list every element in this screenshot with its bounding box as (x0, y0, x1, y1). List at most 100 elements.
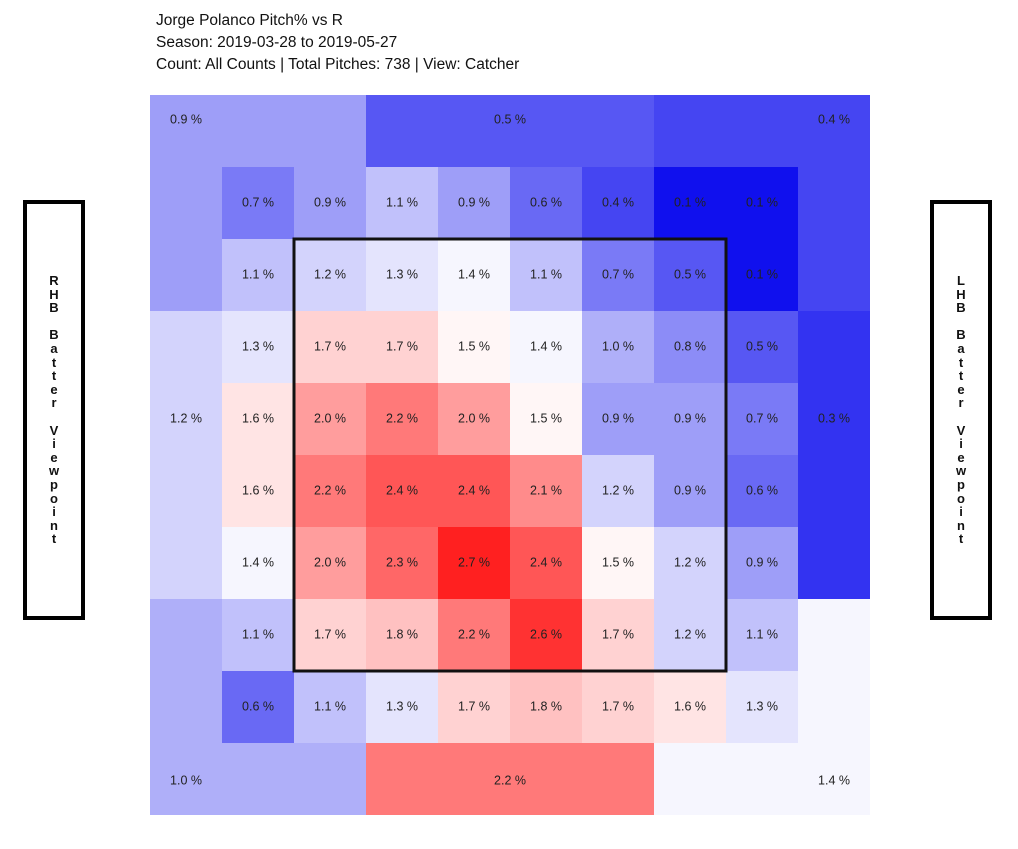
zone-cell-label: 1.1 % (242, 627, 274, 641)
zone-cell-label: 1.7 % (602, 699, 634, 713)
zone-cell (726, 167, 798, 239)
zone-cell (294, 167, 366, 239)
rhb-viewpoint-label: R H B B a t t e r V i e w p o i n t (48, 273, 60, 547)
zone-cell (654, 167, 726, 239)
outer-right-middle-label: 0.3 % (818, 411, 850, 425)
outer-left-middle-region (150, 311, 222, 599)
zone-cell (726, 527, 798, 599)
zone-cell-label: 1.0 % (602, 339, 634, 353)
zone-cell (222, 239, 294, 311)
zone-cell (726, 455, 798, 527)
zone-cell-label: 0.7 % (746, 411, 778, 425)
zone-cell-label: 0.6 % (242, 699, 274, 713)
zone-cell-label: 1.2 % (602, 483, 634, 497)
zone-cell (510, 383, 582, 455)
outer-bottom-middle-region (366, 743, 654, 815)
zone-cell-label: 0.9 % (746, 555, 778, 569)
zone-cell (222, 671, 294, 743)
zone-cell-label: 0.6 % (530, 195, 562, 209)
zone-cell (438, 599, 510, 671)
zone-cell (654, 527, 726, 599)
lhb-viewpoint-label: L H B B a t t e r V i e w p o i n t (955, 273, 967, 547)
zone-cell (510, 527, 582, 599)
zone-cell-label: 1.3 % (746, 699, 778, 713)
zone-cell (438, 167, 510, 239)
zone-cell (510, 455, 582, 527)
zone-cell (510, 311, 582, 383)
zone-cell-label: 1.7 % (314, 339, 346, 353)
zone-cell-label: 1.4 % (458, 267, 490, 281)
outer-left-middle-label: 1.2 % (170, 411, 202, 425)
zone-cell (654, 671, 726, 743)
zone-cell (366, 239, 438, 311)
zone-cell-label: 2.1 % (530, 483, 562, 497)
zone-cell (366, 527, 438, 599)
outer-top-middle-region (366, 95, 654, 167)
zone-cell-label: 2.0 % (314, 411, 346, 425)
zone-cell (726, 239, 798, 311)
zone-cell-label: 1.1 % (746, 627, 778, 641)
zone-cell (654, 239, 726, 311)
zone-cell (366, 455, 438, 527)
zone-cell-label: 1.3 % (386, 267, 418, 281)
zone-cell-label: 0.5 % (746, 339, 778, 353)
zone-cell-label: 0.4 % (602, 195, 634, 209)
zone-cell (438, 455, 510, 527)
lhb-viewpoint-box: L H B B a t t e r V i e w p o i n t (930, 200, 992, 620)
zone-cell (294, 671, 366, 743)
zone-cell-label: 1.4 % (530, 339, 562, 353)
zone-cell (438, 671, 510, 743)
season-range: Season: 2019-03-28 to 2019-05-27 (156, 34, 398, 51)
zone-cell-label: 2.3 % (386, 555, 418, 569)
zone-cell-label: 1.2 % (674, 627, 706, 641)
zone-cell-label: 1.1 % (314, 699, 346, 713)
zone-cell (582, 383, 654, 455)
zone-cell-label: 2.2 % (314, 483, 346, 497)
zone-cell-label: 0.6 % (746, 483, 778, 497)
zone-cell (654, 455, 726, 527)
zone-cell-label: 2.7 % (458, 555, 490, 569)
outer-top-middle-label: 0.5 % (494, 112, 526, 126)
zone-cell (582, 239, 654, 311)
zone-cell (366, 167, 438, 239)
zone-cell (582, 167, 654, 239)
zone-cell-label: 1.8 % (386, 627, 418, 641)
zone-cell (366, 383, 438, 455)
zone-cell (222, 167, 294, 239)
outer-bottom-right-label: 1.4 % (818, 773, 850, 787)
outer-right-middle-region (798, 311, 870, 599)
zone-cell (222, 527, 294, 599)
count-summary: Count: All Counts | Total Pitches: 738 |… (156, 56, 520, 73)
zone-cell-label: 2.4 % (458, 483, 490, 497)
zone-cell-label: 1.6 % (242, 483, 274, 497)
zone-cell (294, 383, 366, 455)
zone-cell-label: 2.0 % (314, 555, 346, 569)
zone-cell (222, 311, 294, 383)
zone-cell-label: 2.6 % (530, 627, 562, 641)
zone-cell (366, 671, 438, 743)
zone-cell-label: 2.0 % (458, 411, 490, 425)
zone-cell (294, 599, 366, 671)
zone-cell-label: 1.7 % (386, 339, 418, 353)
zone-cell-label: 2.4 % (530, 555, 562, 569)
zone-cell (294, 239, 366, 311)
zone-cell-label: 0.9 % (314, 195, 346, 209)
zone-cell-label: 0.9 % (674, 411, 706, 425)
zone-cell (438, 311, 510, 383)
zone-cell-label: 0.9 % (458, 195, 490, 209)
outer-bottom-left-label: 1.0 % (170, 773, 202, 787)
outer-top-left-label: 0.9 % (170, 112, 202, 126)
strike-zone-outline (292, 237, 728, 673)
zone-cell (726, 671, 798, 743)
zone-cell-label: 0.7 % (242, 195, 274, 209)
zone-cell (294, 311, 366, 383)
zone-cell (294, 527, 366, 599)
zone-cell-label: 0.7 % (602, 267, 634, 281)
zone-cell (510, 167, 582, 239)
zone-cell (222, 599, 294, 671)
zone-cell-label: 0.8 % (674, 339, 706, 353)
zone-cell-label: 0.1 % (674, 195, 706, 209)
outer-top-right-label: 0.4 % (818, 112, 850, 126)
zone-cell-label: 1.6 % (242, 411, 274, 425)
zone-cell (222, 383, 294, 455)
